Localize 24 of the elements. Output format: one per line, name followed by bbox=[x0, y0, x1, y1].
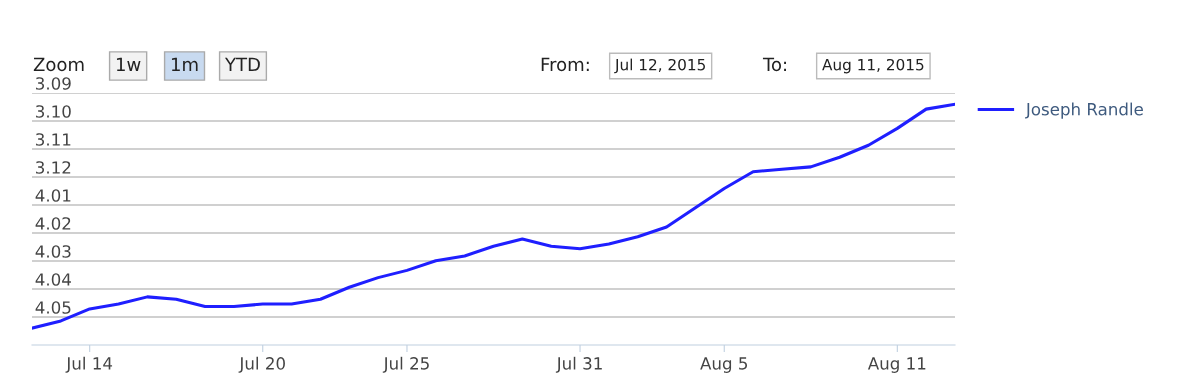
annotation: 3.12 bbox=[36, 161, 71, 174]
text: To: bbox=[762, 57, 786, 72]
text: 1m bbox=[171, 57, 198, 71]
text: 3.09 bbox=[36, 77, 71, 90]
x-tick-label: Aug 11 bbox=[867, 357, 926, 373]
text: Jul 12, 2015 bbox=[614, 58, 705, 74]
text: 1w bbox=[116, 57, 141, 71]
x-tick-label: Aug 5 bbox=[700, 357, 748, 373]
text: YTD bbox=[224, 57, 260, 71]
annotation: 4.02 bbox=[35, 217, 71, 230]
legend-label: Joseph Randle bbox=[1025, 102, 1143, 119]
annotation: 3.11 bbox=[36, 133, 71, 146]
x-tick-label: Jul 14 bbox=[65, 356, 113, 373]
annotation: 3.10 bbox=[36, 105, 71, 118]
text: Aug 11, 2015 bbox=[822, 58, 924, 74]
annotation: 4.04 bbox=[35, 273, 71, 286]
x-tick-label: Jul 31 bbox=[555, 356, 602, 373]
annotation: 4.03 bbox=[35, 245, 71, 258]
text: From: bbox=[541, 57, 589, 72]
x-tick-label: Jul 20 bbox=[238, 356, 285, 373]
x-tick-label: Jul 25 bbox=[382, 356, 429, 373]
text: Zoom bbox=[33, 57, 84, 72]
annotation: 4.05 bbox=[35, 301, 71, 314]
annotation: 4.01 bbox=[35, 189, 71, 202]
